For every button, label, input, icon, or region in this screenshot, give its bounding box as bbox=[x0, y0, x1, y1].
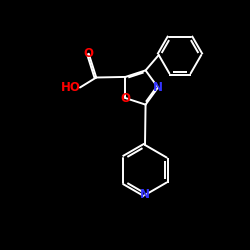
Text: N: N bbox=[140, 188, 150, 202]
Text: O: O bbox=[120, 92, 130, 104]
Text: O: O bbox=[84, 47, 94, 60]
Text: N: N bbox=[153, 81, 163, 94]
Text: HO: HO bbox=[61, 81, 81, 94]
